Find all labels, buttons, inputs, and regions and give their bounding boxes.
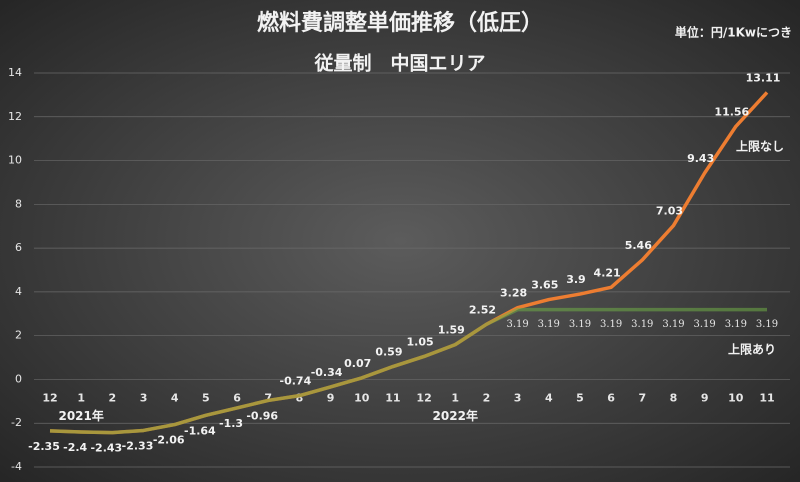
y-tick-label: 8: [15, 197, 22, 210]
y-tick-label: 6: [15, 241, 22, 254]
x-tick-label: 4: [171, 391, 179, 404]
data-label: -1.3: [219, 417, 243, 430]
y-tick-label: 14: [8, 66, 22, 79]
data-label: 3.19: [631, 319, 653, 330]
data-label: 3.65: [531, 279, 558, 292]
data-label: 4.21: [594, 266, 621, 279]
data-label: -1.64: [184, 424, 216, 437]
data-label: 5.46: [625, 239, 652, 252]
x-tick-label: 10: [354, 391, 370, 404]
data-label: 3.9: [566, 273, 586, 286]
data-label: 7.03: [656, 205, 683, 218]
data-label: -2.06: [153, 434, 185, 447]
x-tick-label: 9: [327, 391, 335, 404]
x-tick-label: 7: [264, 391, 272, 404]
y-tick-label: 2: [15, 329, 22, 342]
data-label: 2.52: [469, 303, 496, 316]
x-tick-label: 9: [701, 391, 709, 404]
x-tick-label: 1: [451, 391, 459, 404]
data-label: 0.59: [375, 346, 402, 359]
data-label: 13.11: [746, 71, 781, 84]
x-tick-label: 11: [759, 391, 774, 404]
data-label: 3.28: [500, 287, 527, 300]
series-name: 上限あり: [728, 342, 776, 357]
y-tick-label: -2: [11, 416, 22, 429]
data-label: -0.34: [311, 366, 343, 379]
x-tick-label: 4: [545, 391, 553, 404]
y-tick-label: 10: [8, 154, 22, 167]
data-label: 3.19: [725, 319, 747, 330]
series-line: [49, 307, 767, 435]
x-tick-label: 1: [77, 391, 85, 404]
x-tick-label: 3: [514, 391, 522, 404]
y-tick-label: 4: [15, 285, 22, 298]
data-label: 3.19: [694, 319, 716, 330]
x-tick-label: 2: [483, 391, 491, 404]
data-label: 3.19: [756, 319, 778, 330]
data-label: -2.33: [122, 439, 154, 452]
year-label: 2022年: [433, 408, 478, 423]
data-label: 11.56: [714, 105, 749, 118]
data-label: 3.19: [600, 319, 622, 330]
data-label: 1.05: [407, 335, 434, 348]
x-tick-label: 2: [109, 391, 117, 404]
data-label: 3.19: [538, 319, 560, 330]
x-tick-label: 7: [638, 391, 646, 404]
data-label: 3.19: [506, 319, 528, 330]
y-tick-label: -4: [11, 460, 22, 473]
x-tick-label: 5: [202, 391, 210, 404]
data-label: -2.4: [63, 441, 87, 454]
x-tick-label: 12: [42, 391, 57, 404]
data-label: -0.74: [280, 375, 312, 388]
data-label: -2.43: [90, 442, 122, 455]
x-tick-label: 6: [233, 391, 241, 404]
data-label: 3.19: [662, 319, 684, 330]
x-tick-label: 6: [607, 391, 615, 404]
data-label: 1.59: [438, 324, 465, 337]
data-label: 3.19: [569, 319, 591, 330]
chart-title: 燃料費調整単価推移（低圧）: [257, 10, 543, 36]
y-tick-label: 0: [15, 372, 22, 385]
data-label: -0.96: [246, 409, 278, 422]
x-tick-label: 3: [140, 391, 148, 404]
data-label: -2.35: [28, 440, 60, 453]
y-tick-label: 12: [8, 110, 22, 123]
x-tick-label: 8: [296, 391, 304, 404]
data-label: 0.07: [344, 357, 371, 370]
year-label: 2021年: [58, 408, 103, 423]
x-tick-label: 11: [385, 391, 400, 404]
data-label: 9.43: [687, 152, 714, 165]
chart-subtitle: 従量制 中国エリア: [313, 52, 485, 75]
x-tick-label: 10: [728, 391, 744, 404]
unit-label: 単位：円/1Kwにつき: [675, 25, 792, 40]
series-name: 上限なし: [736, 139, 784, 154]
x-tick-label: 8: [670, 391, 678, 404]
x-tick-label: 5: [576, 391, 584, 404]
x-tick-label: 12: [416, 391, 431, 404]
